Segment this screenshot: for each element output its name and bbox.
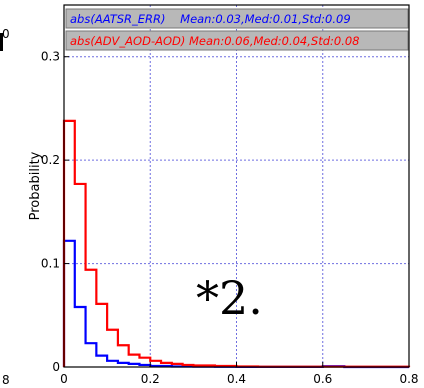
x-tick-label: 0.2	[141, 372, 160, 386]
left-edge-label-top: 0	[2, 27, 10, 41]
series-line-1	[62, 119, 411, 368]
figure-annotation: *2.	[196, 271, 263, 325]
legend: abs(AATSR_ERR) Mean:0.03,Med:0.01,Std:0.…	[65, 8, 409, 51]
x-tick-label: 0.8	[399, 372, 418, 386]
legend-box-red	[65, 30, 409, 51]
y-tick-label: 0	[52, 360, 60, 374]
x-tick-label: 0	[60, 372, 68, 386]
y-tick-label: 0.2	[41, 153, 60, 167]
legend-entry-adv-aod: abs(ADV_AOD-AOD) Mean:0.06,Med:0.04,Std:…	[70, 34, 360, 48]
y-axis-label: Probability	[28, 151, 43, 220]
x-tick-label: 0.6	[313, 372, 332, 386]
axis-ticks: 0 0.2 0.4 0.6 0.8 0 0.1 0.2 0.3	[41, 50, 419, 386]
legend-entry-aatsr: abs(AATSR_ERR) Mean:0.03,Med:0.01,Std:0.…	[70, 12, 351, 26]
left-edge-mark	[0, 33, 3, 51]
y-tick-label: 0.3	[41, 50, 60, 64]
x-tick-label: 0.4	[227, 372, 246, 386]
grid-lines	[64, 5, 409, 367]
legend-box-blue	[65, 8, 409, 29]
left-edge-label-bottom: 8	[2, 373, 10, 387]
y-tick-label: 0.1	[41, 257, 60, 271]
